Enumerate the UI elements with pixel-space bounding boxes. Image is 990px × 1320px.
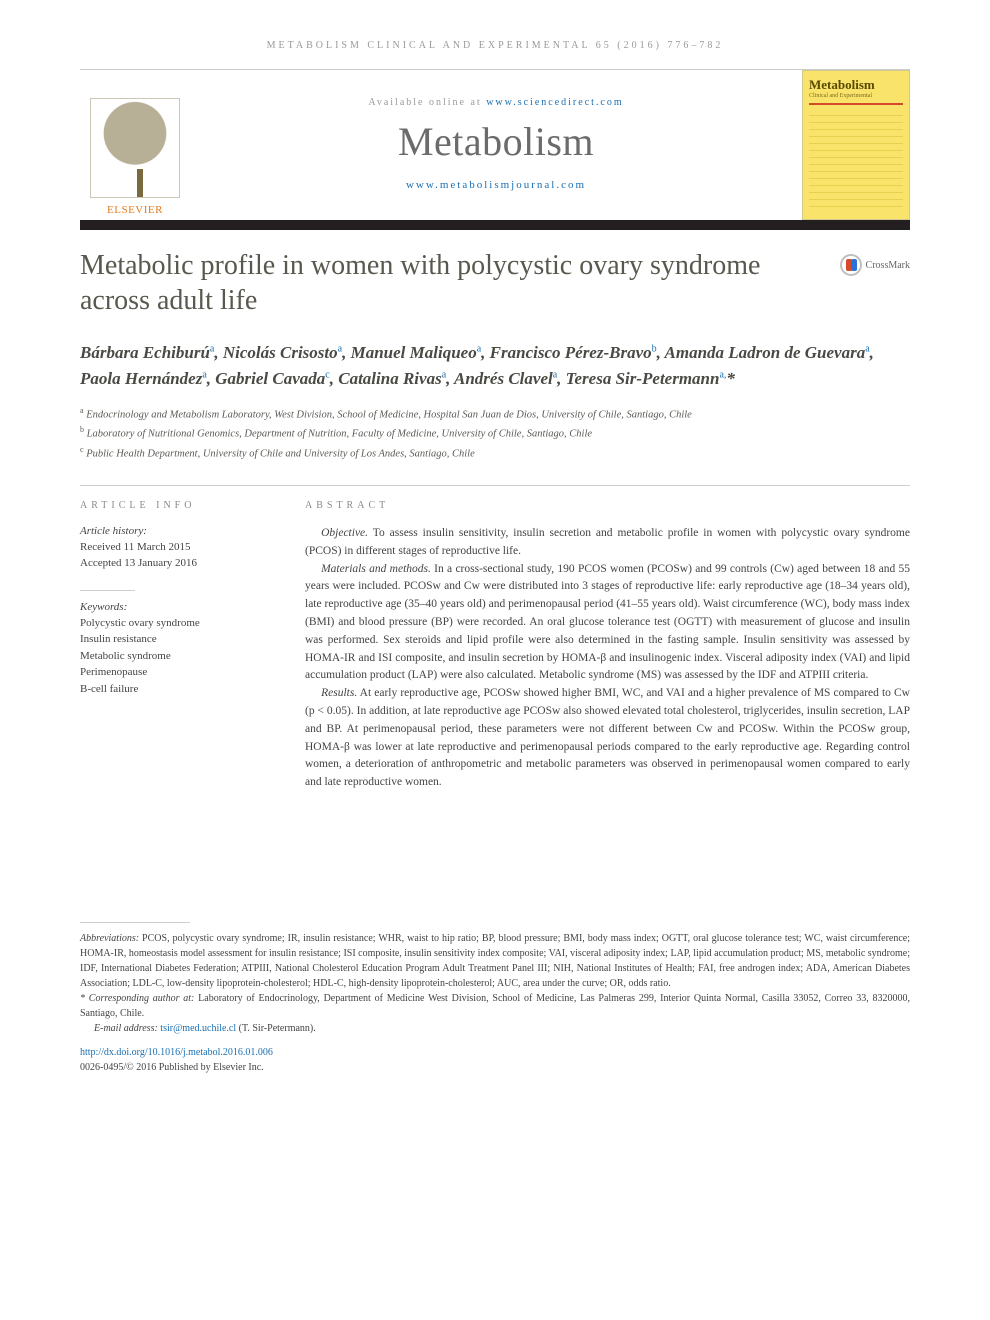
corresponding-author-footnote: * Corresponding author at: Laboratory of… (80, 991, 910, 1021)
black-rule (80, 220, 910, 230)
journal-name: Metabolism (204, 118, 788, 165)
abbreviations-footnote: Abbreviations: PCOS, polycystic ovary sy… (80, 931, 910, 991)
corresponding-email-link[interactable]: tsir@med.uchile.cl (160, 1023, 236, 1034)
cover-title: Metabolism (809, 77, 903, 93)
email-label: E-mail address: (94, 1023, 158, 1034)
elsevier-tree-icon (90, 98, 180, 198)
accepted-date: Accepted 13 January 2016 (80, 555, 275, 572)
doi-link[interactable]: http://dx.doi.org/10.1016/j.metabol.2016… (80, 1047, 273, 1058)
running-head: METABOLISM CLINICAL AND EXPERIMENTAL 65 … (80, 40, 910, 51)
crossmark-label: CrossMark (866, 260, 910, 271)
keyword: Insulin resistance (80, 631, 275, 648)
keyword-divider (80, 590, 135, 591)
article-info-heading: ARTICLE INFO (80, 500, 275, 511)
abstract-paragraph: Objective. To assess insulin sensitivity… (305, 525, 910, 561)
keyword: Perimenopause (80, 664, 275, 681)
footnote-rule (80, 922, 190, 923)
affiliations: a Endocrinology and Metabolism Laborator… (80, 405, 910, 463)
crossmark-badge[interactable]: CrossMark (840, 254, 910, 276)
available-online: Available online at www.sciencedirect.co… (204, 97, 788, 108)
authors: Bárbara Echiburúa, Nicolás Crisostoa, Ma… (80, 340, 910, 391)
crossmark-icon (840, 254, 862, 276)
issn-copyright: 0026-0495/© 2016 Published by Elsevier I… (80, 1062, 264, 1073)
affiliation-line: a Endocrinology and Metabolism Laborator… (80, 405, 910, 424)
publisher-logo: ELSEVIER (80, 70, 190, 220)
journal-cover-thumb: Metabolism Clinical and Experimental (802, 70, 910, 220)
keywords-list: Polycystic ovary syndromeInsulin resista… (80, 615, 275, 698)
abstract-paragraph: Materials and methods. In a cross-sectio… (305, 561, 910, 686)
journal-url: www.metabolismjournal.com (204, 175, 788, 193)
doi-block: http://dx.doi.org/10.1016/j.metabol.2016… (80, 1046, 910, 1075)
masthead: ELSEVIER Available online at www.science… (80, 69, 910, 220)
received-date: Received 11 March 2015 (80, 539, 275, 556)
abstract-heading: ABSTRACT (305, 500, 910, 511)
cover-subtitle: Clinical and Experimental (809, 93, 903, 105)
corr-label: * Corresponding author at: (80, 993, 194, 1004)
title-row: Metabolic profile in women with polycyst… (80, 248, 910, 318)
cover-lines-decor (809, 109, 903, 213)
keyword: Polycystic ovary syndrome (80, 615, 275, 632)
journal-url-link[interactable]: www.metabolismjournal.com (406, 179, 586, 191)
abbrev-text: PCOS, polycystic ovary syndrome; IR, ins… (80, 933, 910, 989)
divider (80, 485, 910, 486)
abstract-paragraph: Results. At early reproductive age, PCOS… (305, 685, 910, 792)
abbrev-label: Abbreviations: (80, 933, 139, 944)
history-label: Article history: (80, 525, 275, 537)
publisher-name: ELSEVIER (107, 204, 163, 216)
masthead-center: Available online at www.sciencedirect.co… (204, 70, 788, 220)
article-info-col: ARTICLE INFO Article history: Received 1… (80, 500, 275, 792)
keywords-label: Keywords: (80, 601, 275, 613)
corr-text: Laboratory of Endocrinology, Department … (80, 993, 910, 1019)
affiliation-line: c Public Health Department, University o… (80, 444, 910, 463)
sciencedirect-link[interactable]: www.sciencedirect.com (486, 97, 623, 108)
article-title: Metabolic profile in women with polycyst… (80, 248, 820, 318)
abstract-col: ABSTRACT Objective. To assess insulin se… (305, 500, 910, 792)
abstract-body: Objective. To assess insulin sensitivity… (305, 525, 910, 792)
affiliation-line: b Laboratory of Nutritional Genomics, De… (80, 424, 910, 443)
info-abstract-row: ARTICLE INFO Article history: Received 1… (80, 500, 910, 792)
email-paren: (T. Sir-Petermann). (236, 1023, 316, 1034)
keyword: Metabolic syndrome (80, 648, 275, 665)
email-footnote: E-mail address: tsir@med.uchile.cl (T. S… (80, 1021, 910, 1036)
available-prefix: Available online at (368, 97, 486, 108)
keyword: B-cell failure (80, 681, 275, 698)
